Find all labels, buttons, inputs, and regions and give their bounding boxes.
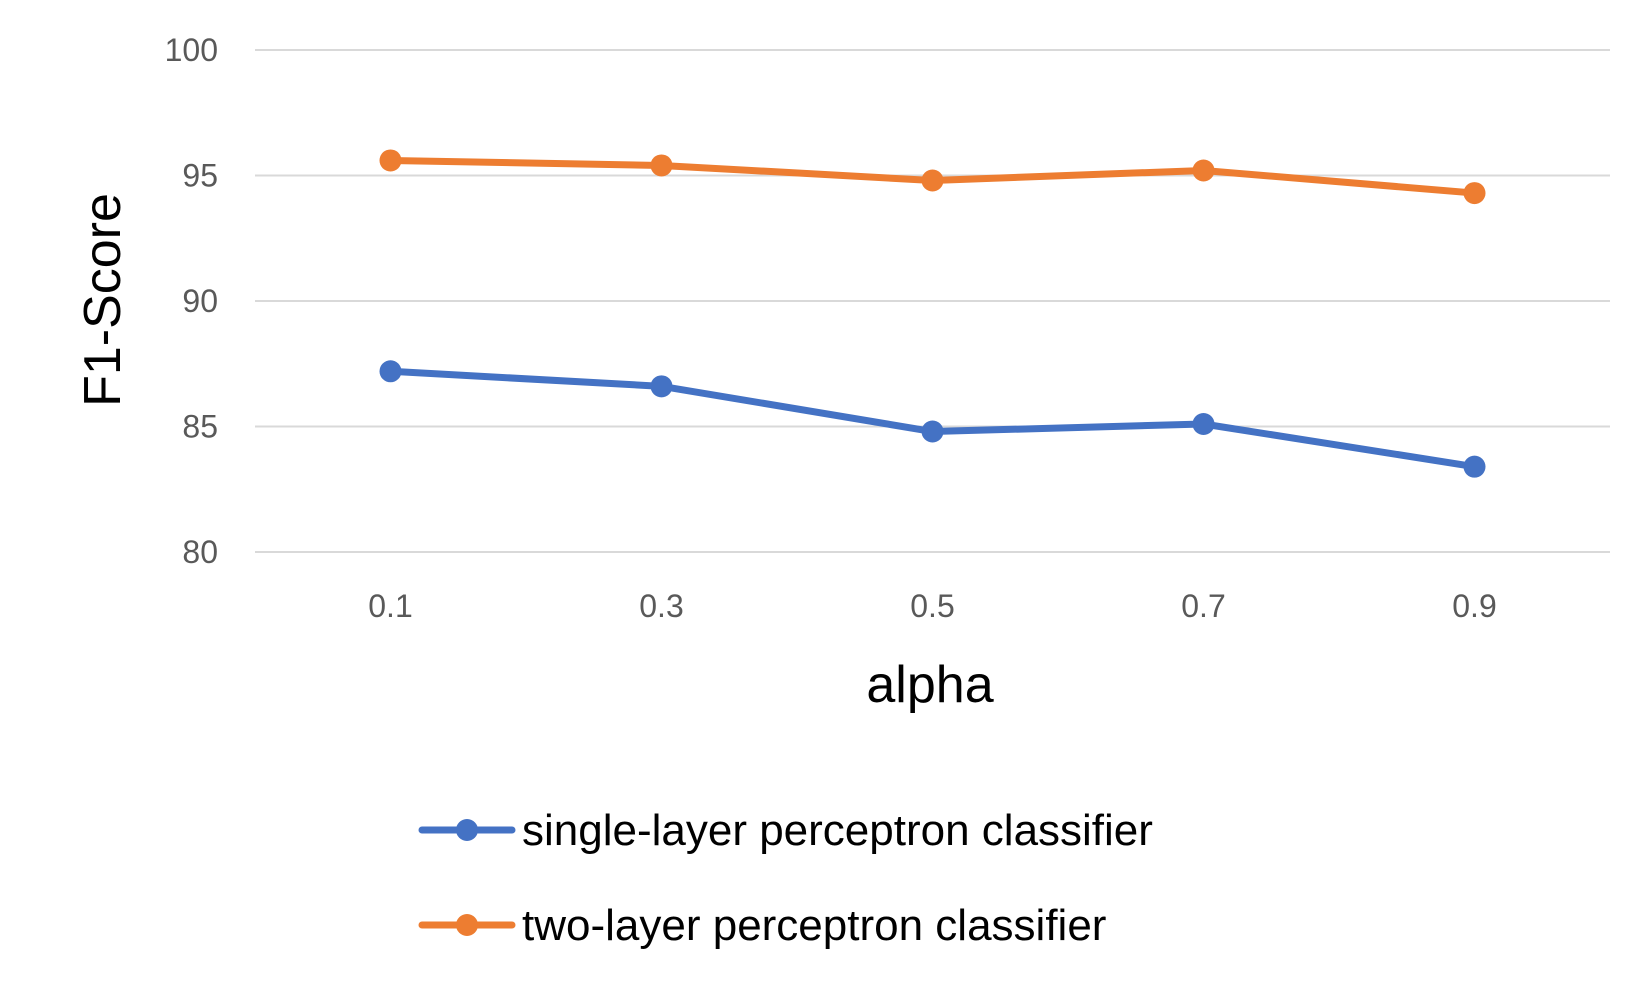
x-tick-label: 0.1 <box>368 588 412 624</box>
data-point <box>1463 455 1486 478</box>
series-line-0 <box>387 367 1478 471</box>
data-point <box>650 154 673 177</box>
gridlines <box>255 49 1610 553</box>
data-point <box>1463 182 1486 205</box>
legend-item-0: single-layer perceptron classifier <box>418 806 1153 855</box>
x-tick-label: 0.7 <box>1181 588 1225 624</box>
x-axis-title: alpha <box>866 656 993 714</box>
y-axis-ticks: 80 85 90 95 100 <box>165 32 218 570</box>
legend-item-1: two-layer perceptron classifier <box>418 901 1106 950</box>
y-axis-title: F1-Score <box>74 193 132 407</box>
legend-label: single-layer perceptron classifier <box>522 806 1153 855</box>
legend-swatch-marker <box>456 914 478 936</box>
y-tick-label: 85 <box>182 409 218 445</box>
series-group <box>379 149 1486 478</box>
data-point <box>1192 412 1215 435</box>
legend-swatch-marker <box>456 819 478 841</box>
x-axis-ticks: 0.1 0.3 0.5 0.7 0.9 <box>368 588 1496 624</box>
x-tick-label: 0.9 <box>1452 588 1496 624</box>
data-point <box>650 375 673 398</box>
data-point <box>1192 159 1215 182</box>
legend: single-layer perceptron classifier two-la… <box>418 806 1153 950</box>
y-tick-label: 80 <box>182 534 218 570</box>
data-point <box>921 169 944 192</box>
legend-label: two-layer perceptron classifier <box>522 901 1106 950</box>
data-point <box>379 360 402 383</box>
y-tick-label: 90 <box>182 283 218 319</box>
x-tick-label: 0.5 <box>910 588 954 624</box>
y-tick-label: 95 <box>182 158 218 194</box>
x-tick-label: 0.3 <box>639 588 683 624</box>
data-point <box>379 149 402 172</box>
data-point <box>921 420 944 443</box>
y-tick-label: 100 <box>165 32 218 68</box>
